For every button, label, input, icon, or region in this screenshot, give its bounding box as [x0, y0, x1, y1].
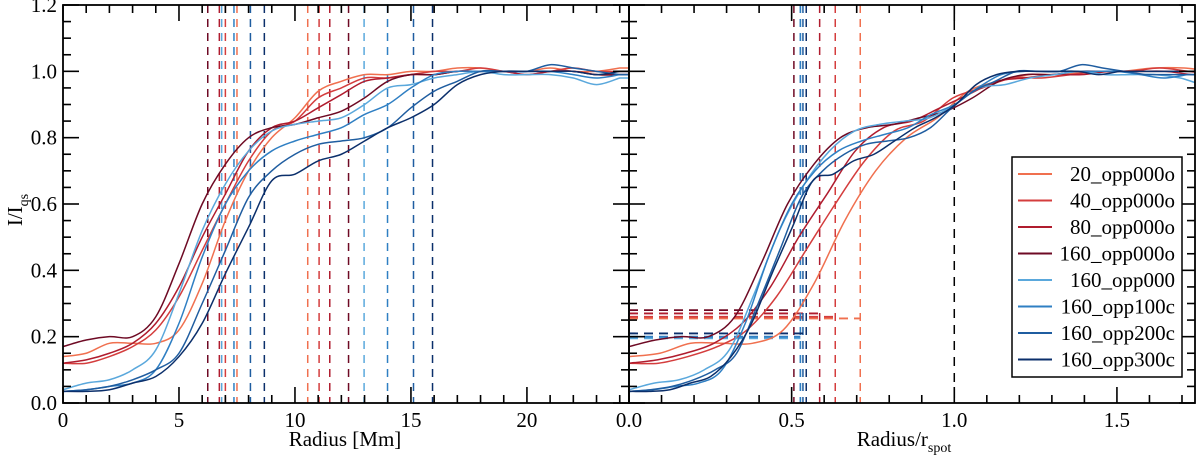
y-tick-label: 0.2 — [31, 325, 57, 349]
y-axis-label-main: I/I — [3, 206, 27, 226]
x-tick-label: 0.0 — [616, 408, 642, 432]
x-tick-label: 5 — [174, 408, 185, 432]
plot-frame — [62, 4, 630, 404]
legend-label: 160_opp000o — [1060, 242, 1176, 266]
right-x-axis-label-sub: spot — [928, 441, 951, 456]
series-line-160_opp000o — [63, 70, 629, 348]
series-line-160_opp000 — [63, 70, 629, 391]
legend-label: 160_opp300c — [1061, 348, 1175, 372]
x-tick-label: 0 — [58, 408, 69, 432]
x-tick-label: 1.5 — [1104, 408, 1130, 432]
plot-area — [629, 5, 1195, 403]
legend-label: 160_opp100c — [1061, 295, 1175, 319]
legend-box — [1011, 156, 1183, 378]
legend-label: 40_opp000o — [1070, 189, 1175, 213]
right-panel-normalized-radius: 0.0 0.5 1.0 1.5 20_opp000o 40_opp000o80_opp00… — [616, 4, 1196, 432]
y-tick-label: 0.0 — [31, 391, 57, 415]
y-tick-label: 0.8 — [31, 126, 57, 150]
legend-label: 20_opp000o — [1070, 162, 1175, 186]
y-tick-label: 0.4 — [31, 258, 58, 282]
x-tick-label: 1.0 — [941, 408, 967, 432]
x-tick-label: 10 — [284, 408, 305, 432]
plot-area — [63, 5, 629, 403]
x-tick-label: 20 — [516, 408, 537, 432]
right-x-axis-label-main: Radius/r — [857, 427, 928, 451]
series-line-160_opp300c — [629, 70, 1195, 393]
series-line-160_opp300c — [63, 70, 629, 393]
x-tick-label: 0.5 — [779, 408, 805, 432]
y-tick-label: 1.2 — [31, 0, 57, 17]
x-tick-label: 15 — [400, 408, 421, 432]
y-axis-label-sub: qs — [17, 194, 32, 206]
y-tick-label: 1.0 — [31, 59, 57, 83]
legend-label: 80_opp000o — [1070, 215, 1175, 239]
right-x-axis-label: Radius/rspot — [857, 427, 952, 456]
series-line-160_opp000 — [629, 70, 1195, 391]
series-line-40_opp000o — [63, 67, 629, 365]
left-x-axis-label: Radius [Mm] — [289, 427, 402, 451]
legend-label: 160_opp000 — [1070, 268, 1175, 292]
y-axis-label: I/Iqs — [3, 194, 32, 226]
y-tick-label: 0.6 — [31, 192, 57, 216]
series-line-80_opp000o — [63, 70, 629, 364]
left-panel-radius-mm: 0 5 10 15 20 0.0 0.2 0.4 0.6 0.8 1.0 1.2 — [31, 0, 630, 432]
legend-label: 160_opp200c — [1061, 321, 1175, 345]
series-line-160_opp100c — [629, 70, 1195, 393]
